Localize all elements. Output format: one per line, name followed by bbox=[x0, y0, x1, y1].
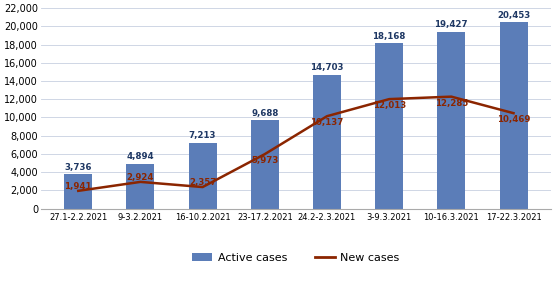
Text: 14,703: 14,703 bbox=[310, 63, 344, 72]
Bar bbox=[313, 75, 341, 208]
Text: 12,013: 12,013 bbox=[372, 101, 406, 110]
New cases bbox=[199, 185, 206, 189]
Bar bbox=[64, 175, 92, 208]
New cases bbox=[137, 180, 144, 184]
Bar bbox=[437, 32, 465, 208]
Text: 3,736: 3,736 bbox=[64, 163, 92, 172]
New cases bbox=[324, 115, 330, 118]
New cases bbox=[448, 95, 455, 98]
Text: 19,427: 19,427 bbox=[435, 20, 468, 29]
Text: 2,924: 2,924 bbox=[127, 173, 154, 182]
Text: 1,941: 1,941 bbox=[64, 182, 92, 191]
New cases bbox=[261, 152, 268, 156]
New cases bbox=[75, 189, 82, 193]
Bar bbox=[127, 164, 154, 208]
Text: 4,894: 4,894 bbox=[127, 152, 154, 161]
Text: 18,168: 18,168 bbox=[372, 32, 406, 41]
Bar bbox=[500, 22, 527, 208]
Text: 10,137: 10,137 bbox=[310, 118, 344, 127]
Legend: Active cases, New cases: Active cases, New cases bbox=[188, 248, 404, 267]
New cases bbox=[510, 112, 517, 115]
Line: New cases: New cases bbox=[78, 97, 513, 191]
Bar bbox=[251, 120, 279, 208]
Text: 12,285: 12,285 bbox=[435, 98, 468, 108]
New cases bbox=[386, 97, 392, 101]
Bar bbox=[189, 143, 216, 208]
Text: 10,469: 10,469 bbox=[497, 115, 530, 124]
Text: 20,453: 20,453 bbox=[497, 11, 530, 20]
Text: 5,973: 5,973 bbox=[251, 156, 279, 165]
Text: 9,688: 9,688 bbox=[251, 109, 279, 118]
Bar bbox=[375, 43, 403, 208]
Text: 7,213: 7,213 bbox=[189, 131, 216, 140]
Text: 2,357: 2,357 bbox=[189, 178, 216, 187]
